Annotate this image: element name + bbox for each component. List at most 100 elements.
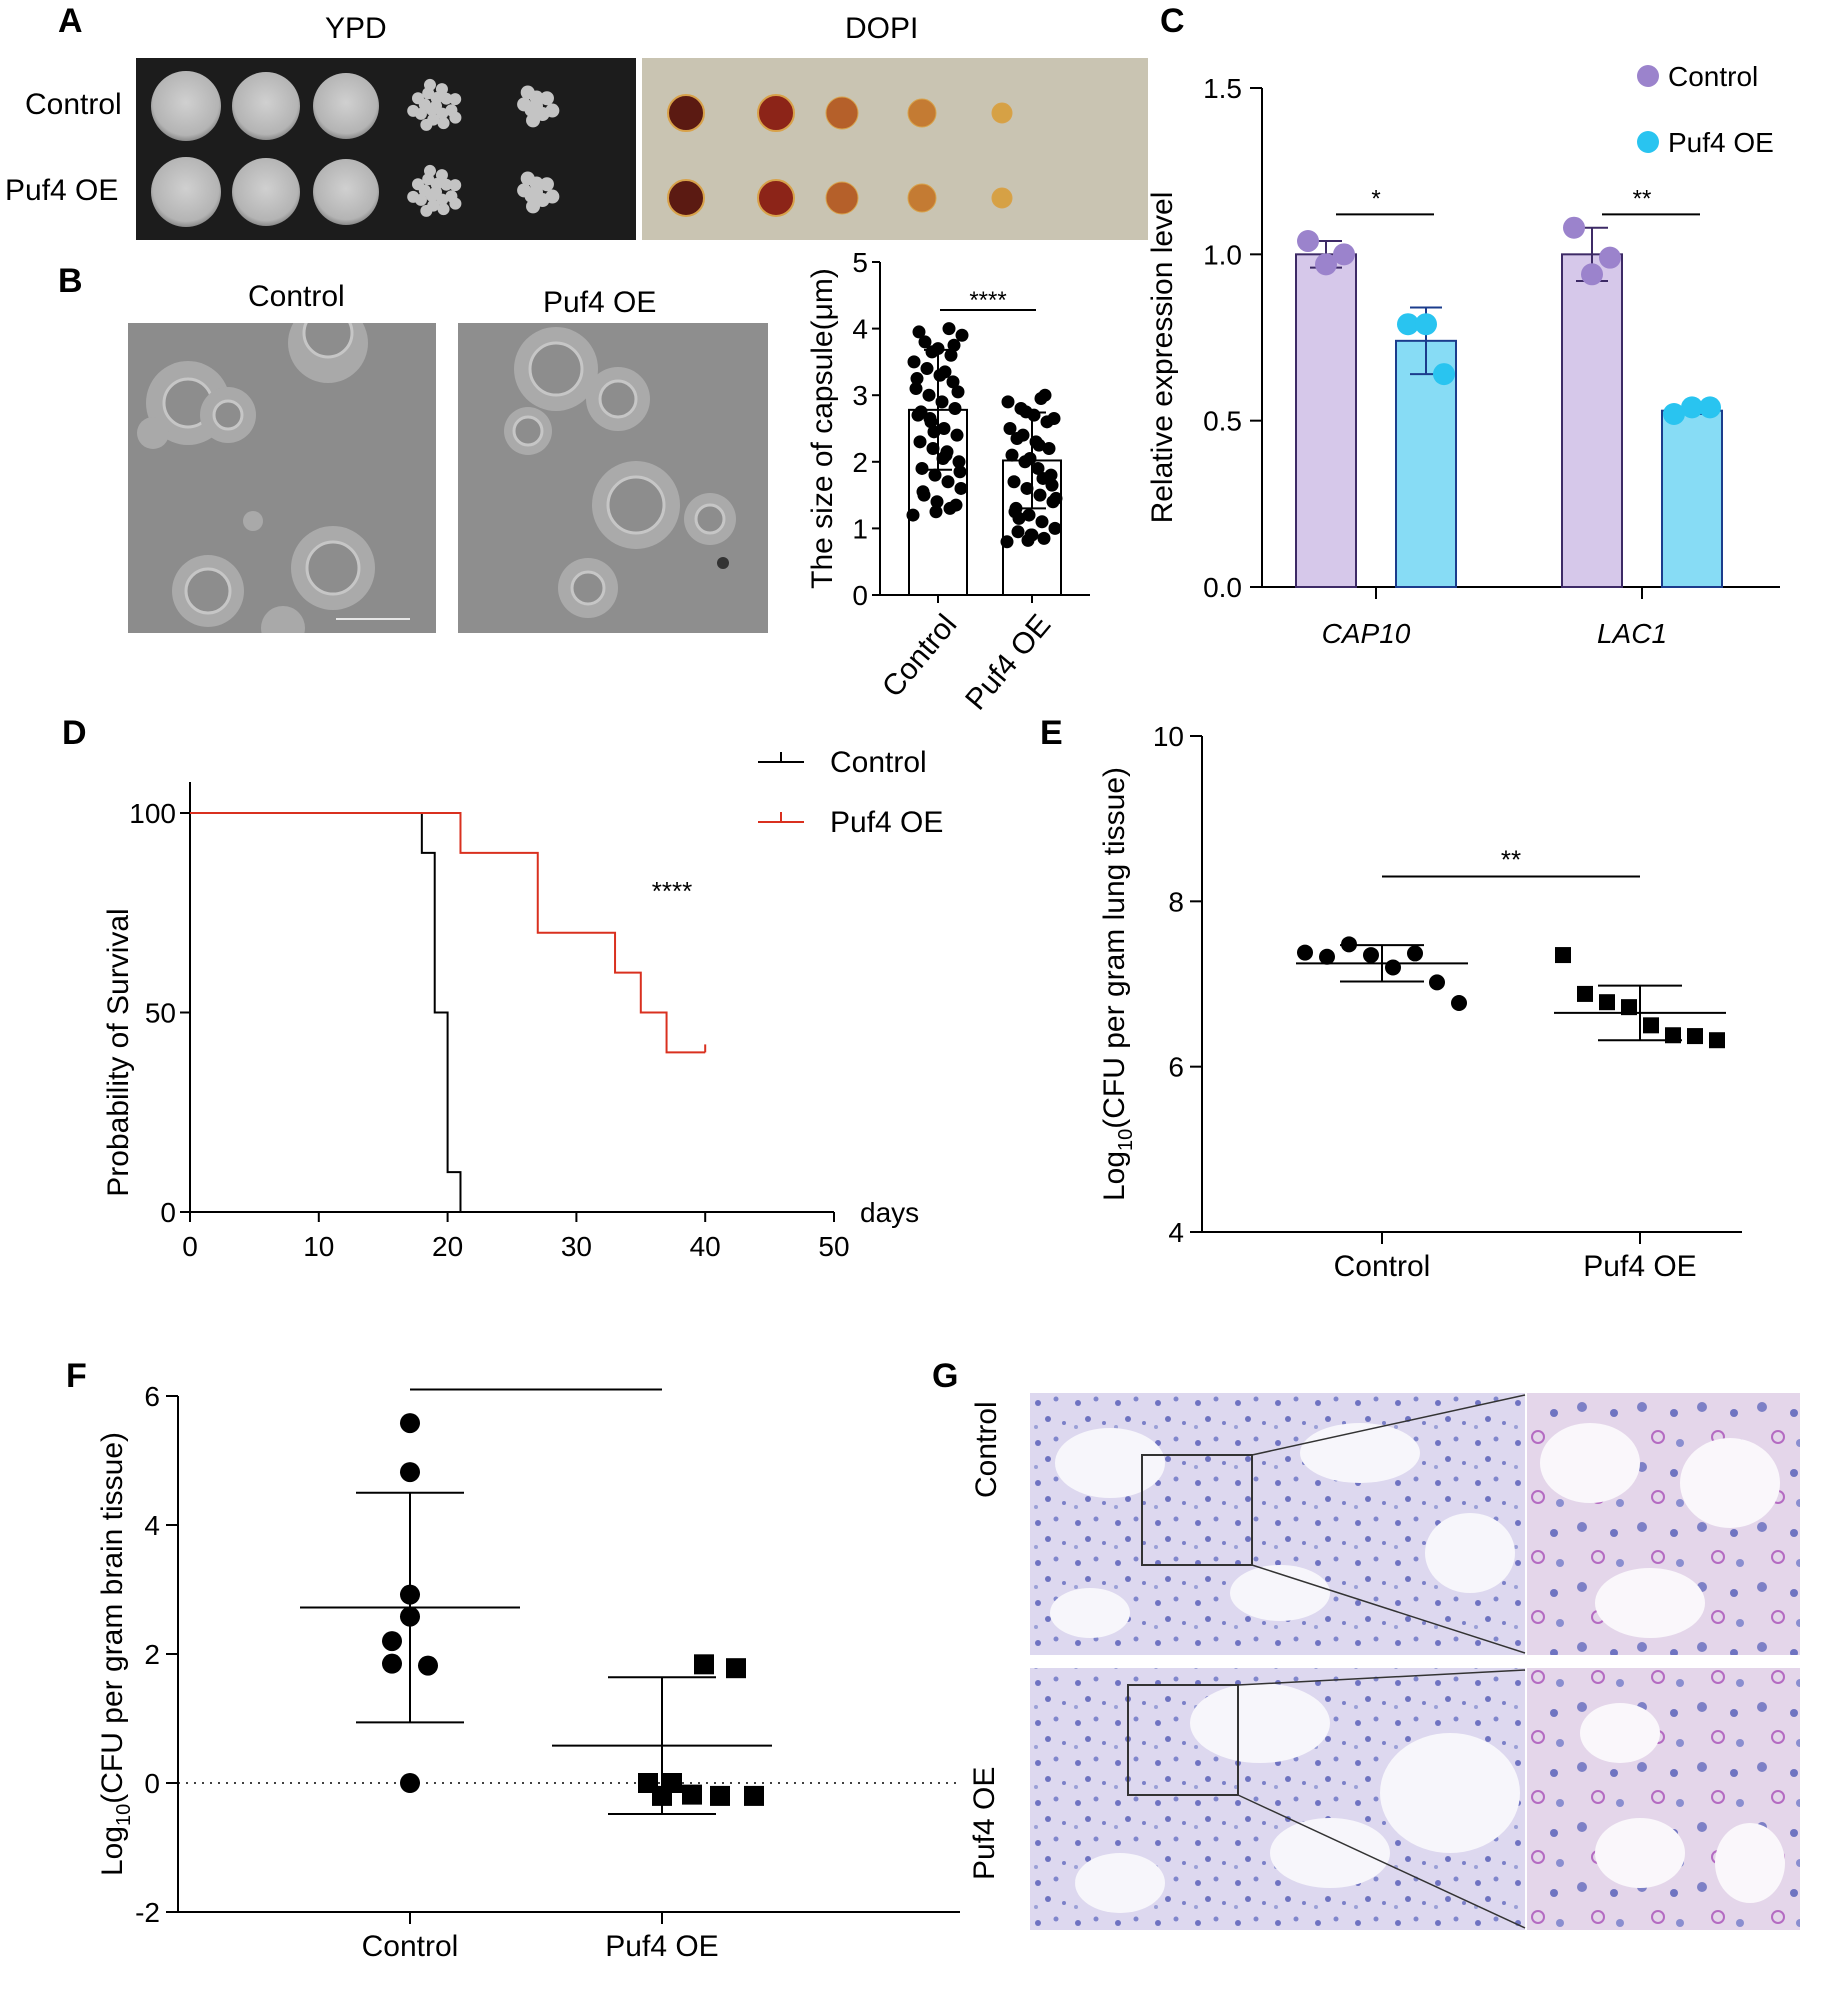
data-point	[923, 412, 937, 426]
survival-curve-chart: 0 50 100 0 10 20 30 40 50 days Probability of Surv…	[102, 746, 943, 1262]
capsule-size-chart: 0 1 2 3 4 5 The size of capsule(μm) ControlPuf4…	[806, 250, 1090, 716]
significance-label: *	[1371, 185, 1380, 212]
panel-label-g: G	[932, 1357, 959, 1395]
y-tick-label: 50	[145, 998, 176, 1029]
ypd-colony	[517, 97, 532, 112]
data-point	[1429, 974, 1445, 991]
x-tick-label: 30	[561, 1231, 592, 1262]
data-point	[1687, 1028, 1703, 1045]
y-tick-label: 8	[1168, 886, 1184, 917]
data-point	[913, 435, 927, 449]
data-point	[941, 475, 955, 489]
dopi-spot	[667, 179, 705, 217]
data-point	[1035, 515, 1049, 529]
ypd-colony	[420, 118, 433, 131]
y-tick-label: 6	[1168, 1052, 1184, 1083]
data-point	[1599, 994, 1615, 1011]
data-point	[1023, 451, 1037, 465]
dopi-spot	[825, 96, 859, 130]
x-tick-label: LAC1	[1597, 618, 1667, 649]
ypd-colony	[440, 92, 453, 105]
data-point	[1333, 243, 1355, 266]
data-point	[726, 1658, 746, 1679]
significance-label: **	[1633, 185, 1652, 212]
data-point	[925, 345, 939, 359]
x-tick-label: Puf4 OE	[605, 1930, 718, 1963]
data-point	[910, 372, 924, 386]
data-point	[916, 485, 930, 499]
data-point	[930, 495, 944, 509]
panel-a-row-label-puf4: Puf4 OE	[5, 174, 119, 207]
dopi-spot	[907, 183, 937, 213]
data-point	[948, 402, 962, 416]
x-tick-label: Control	[1334, 1250, 1431, 1283]
data-point	[1643, 1017, 1659, 1034]
y-tick-label: 4	[1168, 1217, 1184, 1248]
data-point	[1022, 508, 1036, 522]
ypd-colony	[520, 171, 535, 186]
data-point	[926, 441, 940, 455]
y-axis-label: The size of capsule(μm)	[806, 268, 839, 589]
data-point	[1663, 403, 1685, 426]
significance-label: ****	[969, 287, 1006, 314]
data-point	[1005, 448, 1019, 462]
y-axis-label: Probability of Survival	[102, 908, 135, 1196]
ypd-colony	[411, 92, 424, 105]
data-point	[944, 348, 958, 362]
ypd-colony	[436, 193, 449, 206]
data-point	[951, 385, 965, 399]
lung-cfu-chart: 4 6 8 10 Log10(CFU per gram lung tissue) Cont…	[1098, 721, 1742, 1283]
x-tick-label: Control	[876, 608, 963, 703]
y-tick-label: 5	[852, 250, 868, 278]
data-point	[1048, 521, 1062, 535]
x-tick-label: 20	[432, 1231, 463, 1262]
panel-label-e: E	[1040, 714, 1063, 752]
data-point	[400, 1413, 420, 1434]
data-point	[1036, 471, 1050, 485]
ypd-spot	[232, 158, 300, 226]
ypd-colony	[449, 111, 462, 124]
data-point	[1415, 313, 1437, 336]
dopi-spot	[991, 187, 1013, 209]
ypd-colony	[526, 199, 541, 214]
data-point	[1032, 438, 1046, 452]
ypd-colony	[423, 164, 436, 177]
data-point	[929, 505, 943, 519]
panel-b-image-title-control: Control	[248, 280, 345, 313]
data-point	[1008, 505, 1022, 519]
data-point	[1037, 531, 1051, 545]
data-point	[1563, 216, 1585, 239]
ypd-colony	[539, 177, 554, 192]
data-point	[1020, 481, 1034, 495]
data-point	[1001, 395, 1015, 409]
data-point	[1047, 412, 1061, 426]
panel-a-col-title-ypd: YPD	[325, 12, 387, 45]
y-tick-label: 0	[144, 1768, 160, 1799]
data-point	[915, 461, 929, 475]
x-tick-label: Puf4 OE	[959, 608, 1057, 716]
x-axis-label: days	[860, 1197, 919, 1228]
ypd-colony	[449, 197, 462, 210]
significance-label: ****	[652, 876, 692, 906]
y-tick-label: 4	[852, 314, 868, 345]
data-point	[928, 468, 942, 482]
data-point	[1049, 491, 1063, 505]
data-point	[1011, 525, 1025, 539]
data-point	[682, 1784, 702, 1805]
y-tick-label: 1	[852, 513, 868, 544]
data-point	[938, 365, 952, 379]
data-point	[1045, 478, 1059, 492]
data-point	[1003, 422, 1017, 435]
data-point	[710, 1785, 730, 1806]
data-point	[912, 325, 926, 339]
data-point	[1363, 947, 1379, 964]
ypd-colony	[449, 179, 462, 192]
ypd-colony	[517, 183, 532, 198]
ypd-colony	[423, 78, 436, 91]
data-point	[694, 1654, 714, 1675]
ypd-colony	[407, 104, 420, 117]
data-point	[1007, 475, 1021, 489]
bar	[1661, 409, 1723, 589]
panel-label-d: D	[62, 714, 87, 752]
y-tick-label: 1.5	[1203, 73, 1242, 104]
